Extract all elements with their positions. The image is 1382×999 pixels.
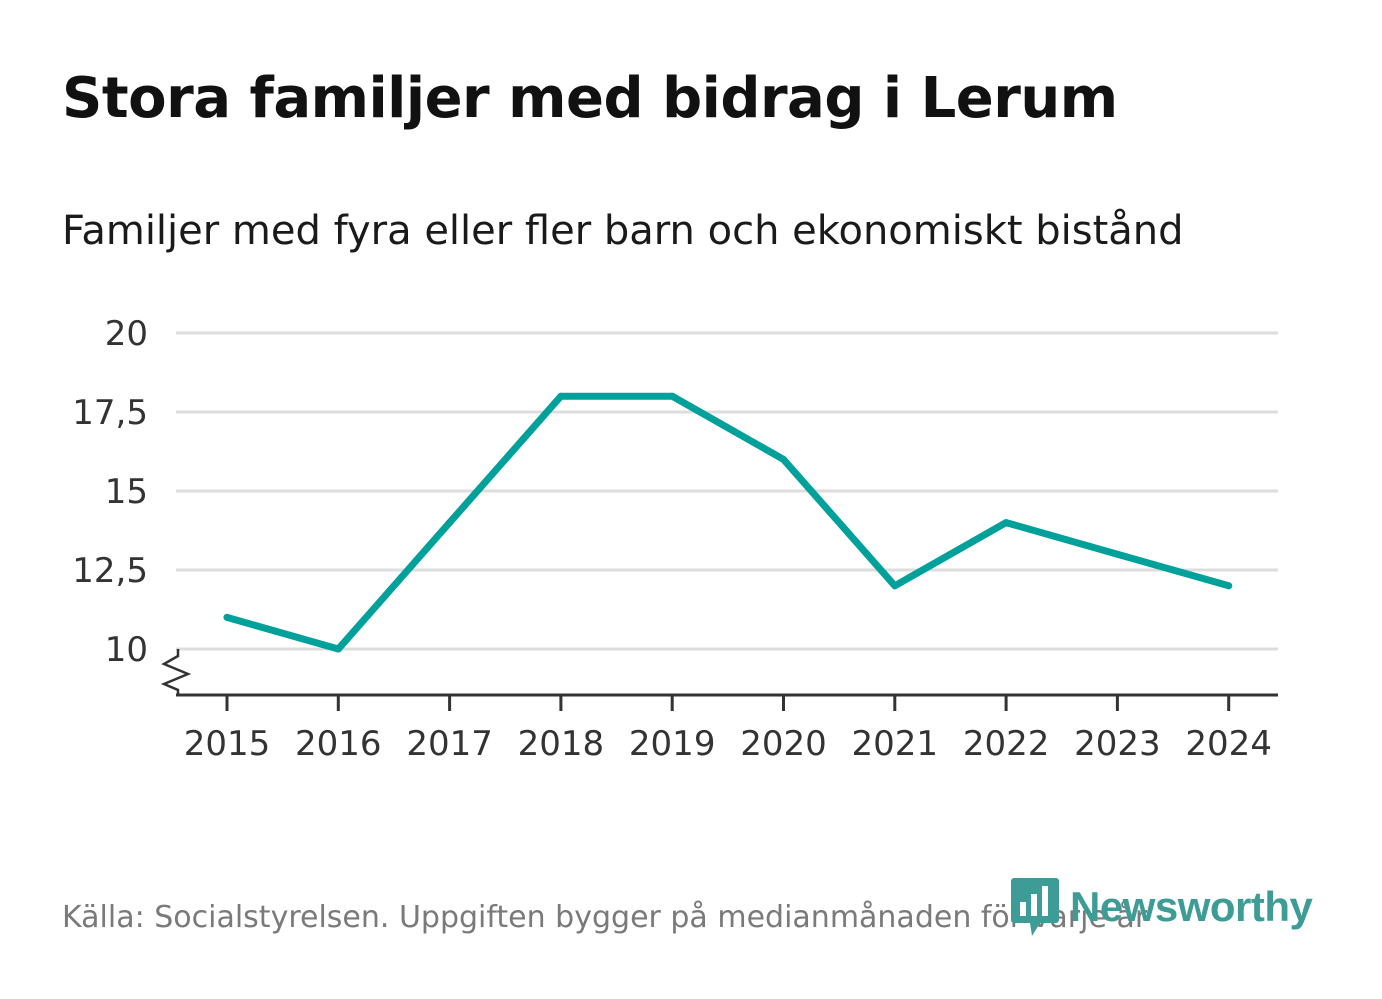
x-axis-tick-labels: 2015 2016 2017 2018 2019 2020 2021 2022 2023 2024 — [184, 724, 1272, 764]
y-tick-label: 20 — [105, 314, 148, 354]
x-tick-label: 2018 — [518, 724, 605, 764]
data-point-2024 — [1225, 582, 1233, 590]
x-tick-label: 2015 — [184, 724, 271, 764]
data-point-2016 — [334, 645, 342, 653]
data-point-2021 — [891, 582, 899, 590]
y-axis-tick-labels: 10 12,5 15 17,5 20 — [72, 314, 148, 670]
data-point-2022 — [1002, 519, 1010, 527]
x-tick-label: 2024 — [1185, 724, 1272, 764]
chart-subtitle: Familjer med fyra eller fler barn och ek… — [62, 208, 1184, 254]
x-tick-label: 2020 — [740, 724, 827, 764]
x-tick-label: 2019 — [629, 724, 716, 764]
axis-break-symbol — [160, 649, 192, 695]
chart-title: Stora familjer med bidrag i Lerum — [62, 66, 1118, 131]
source-note: Källa: Socialstyrelsen. Uppgiften bygger… — [62, 900, 1148, 935]
data-point-2017 — [446, 519, 454, 527]
x-tick-label: 2023 — [1074, 724, 1161, 764]
x-tick-label: 2021 — [852, 724, 939, 764]
data-point-2019 — [668, 392, 676, 400]
data-point-2020 — [780, 455, 787, 463]
x-tick-label: 2022 — [963, 724, 1050, 764]
gridlines — [176, 331, 1278, 651]
series — [223, 392, 1233, 653]
y-tick-label: 15 — [105, 472, 148, 512]
series-line-0 — [223, 392, 1233, 653]
y-tick-label: 10 — [105, 630, 148, 670]
x-axis — [160, 649, 1278, 711]
x-tick-label: 2017 — [406, 724, 493, 764]
data-point-2015 — [223, 613, 231, 621]
y-tick-label: 17,5 — [72, 393, 148, 433]
bar-chart-speech-bubble-icon — [1011, 878, 1059, 936]
y-tick-label: 12,5 — [72, 551, 148, 591]
data-point-2018 — [557, 392, 565, 400]
data-point-2023 — [1113, 550, 1121, 558]
brand-logo: Newsworthy — [1010, 876, 1313, 938]
x-tick-label: 2016 — [295, 724, 382, 764]
brand-name: Newsworthy — [1070, 883, 1313, 930]
